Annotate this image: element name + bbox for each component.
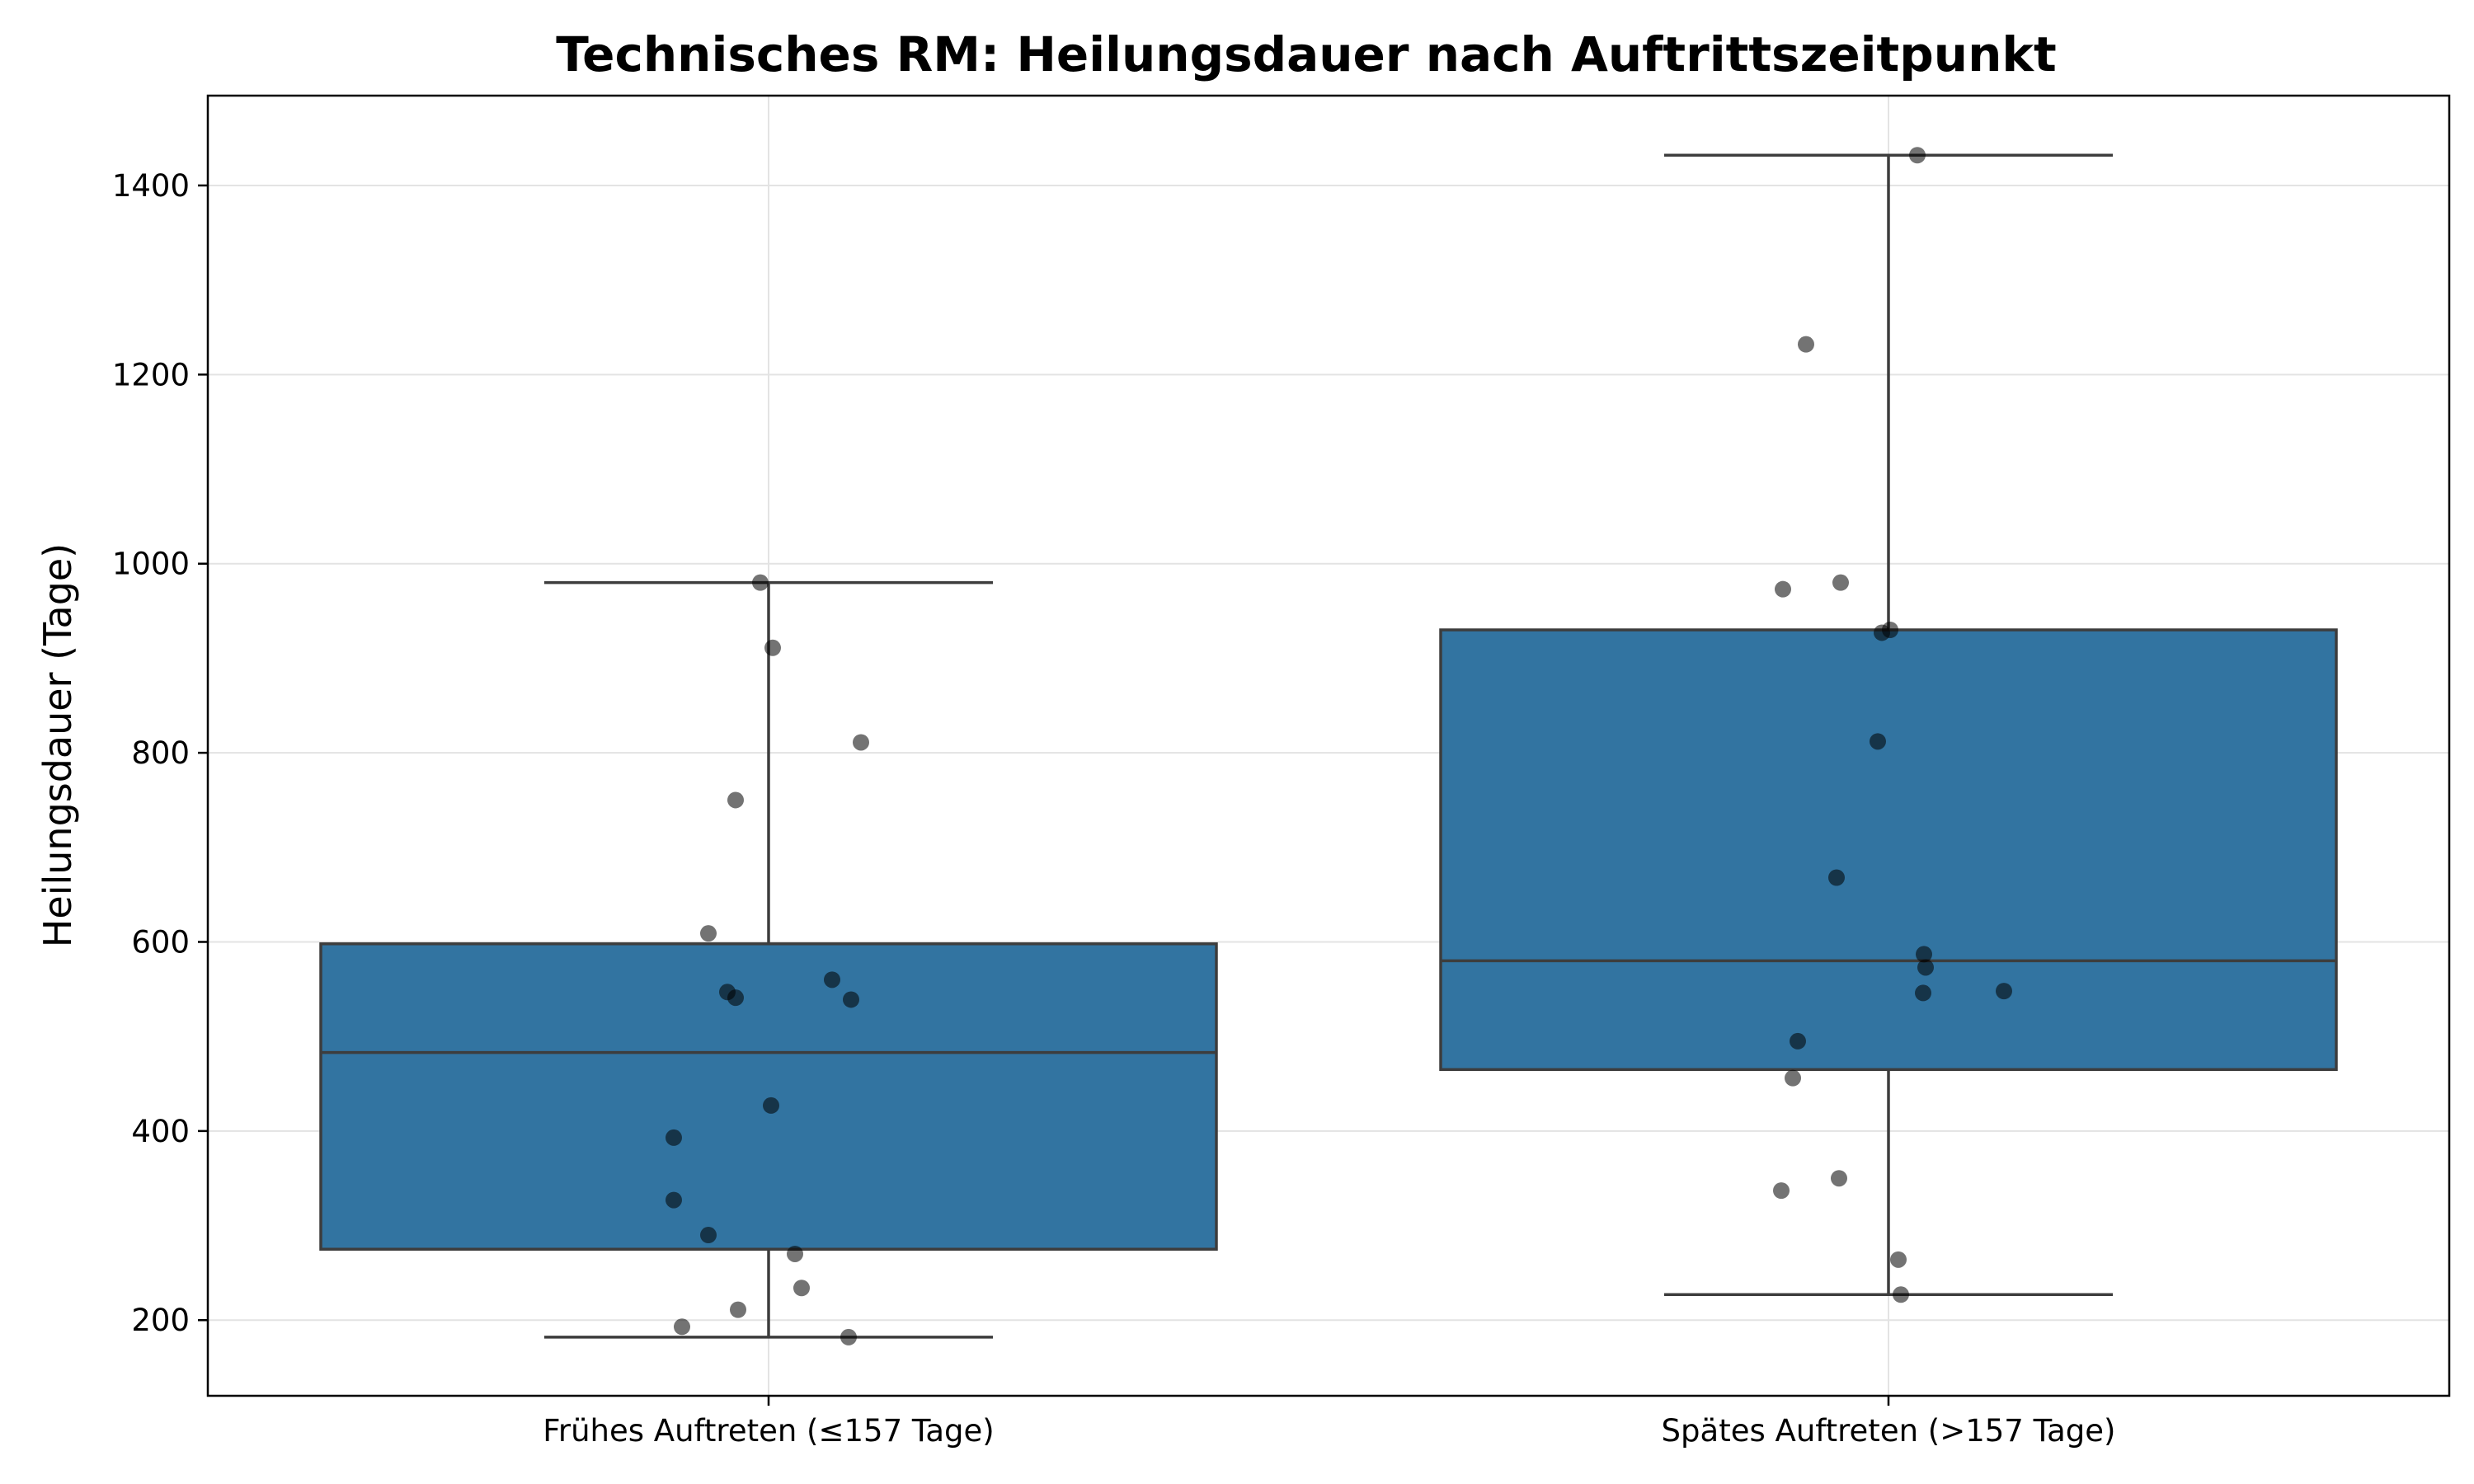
y-tick-label: 600 [131,924,190,960]
data-point [674,1318,690,1336]
y-tick-label: 1400 [112,168,190,204]
data-point [666,1191,682,1209]
data-point [763,1097,779,1114]
data-point [764,639,781,656]
data-point [1773,1182,1790,1200]
data-point [787,1245,803,1262]
axis-ticks: 200 400 600 800 1000 1200 1400 Frühes Auftreten… [112,168,2116,1449]
data-point [1915,984,1931,1002]
x-tick-label: Spätes Auftreten (>157 Tage) [1662,1413,2116,1449]
data-point [1832,574,1849,591]
data-point [1874,624,1890,641]
data-point [727,791,744,809]
y-tick-label: 1200 [112,357,190,392]
data-point [843,991,859,1008]
chart-title: Technisches RM: Heilungsdauer nach Auftr… [556,26,2056,82]
x-tick-label: Frühes Auftreten (≤157 Tage) [543,1413,994,1449]
y-tick-label: 400 [131,1114,190,1149]
data-point [1831,1170,1847,1187]
data-point [1828,869,1845,886]
data-point [1775,580,1791,598]
plot-frame [206,94,2451,1397]
data-point [853,734,869,751]
y-tick-label: 1000 [112,547,190,582]
y-tick-label: 800 [131,735,190,771]
y-axis-label: Heilungsdauer (Tage) [35,543,80,947]
data-point [1790,1032,1806,1050]
data-point [1890,1251,1907,1268]
iqr-box [1439,628,2338,1072]
data-point [1917,959,1934,976]
data-point [730,1301,746,1318]
data-point [840,1328,857,1345]
data-point [1996,983,2012,1000]
strip-points [666,147,2012,1345]
data-point [727,989,744,1007]
box-layer [319,153,2338,1339]
data-point [1870,733,1886,750]
data-point [793,1280,810,1297]
data-point [1785,1069,1801,1087]
data-point [752,574,769,591]
data-point [700,1227,717,1244]
data-point [1909,147,1926,164]
data-point [666,1129,682,1146]
data-point [824,971,840,989]
data-point [1893,1286,1909,1303]
data-point [1916,946,1932,963]
y-tick-label: 200 [131,1303,190,1338]
data-point [700,925,717,942]
data-point [1798,336,1814,353]
iqr-box [319,942,1218,1251]
